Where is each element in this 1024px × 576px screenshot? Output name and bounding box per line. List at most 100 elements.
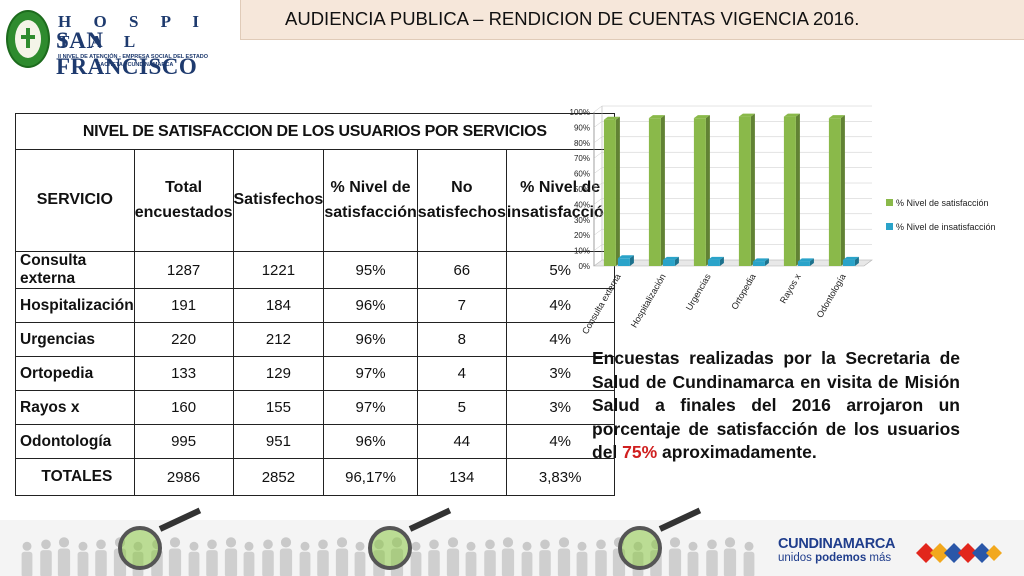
y-tick-label: 50% [574, 185, 590, 194]
person-figure-icon [427, 539, 440, 576]
value-cell: 97% [323, 356, 418, 391]
bar-top [662, 256, 679, 260]
brand-name: CUNDINAMARCA [778, 536, 896, 552]
y-tick-label: 60% [574, 170, 590, 179]
logo-line-name: SAN FRANCISCO [56, 28, 198, 79]
table-row: Consulta externa 1287 1221 95% 66 5% [15, 251, 615, 289]
table-header-cell: Satisfechos [232, 149, 325, 252]
cundinamarca-brand: CUNDINAMARCA unidos podemos más [778, 536, 910, 572]
bar-satisfaction [603, 119, 616, 266]
bar-side [795, 113, 800, 267]
bar-side [750, 113, 755, 267]
bar-top [752, 258, 769, 262]
value-cell: 8 [416, 322, 507, 357]
person-figure-icon [187, 541, 200, 576]
totals-row: TOTALES 2986 2852 96,17% 134 3,83% [15, 458, 615, 496]
bar-top [603, 116, 620, 120]
gridline-diag [593, 136, 603, 143]
person-figure-icon [594, 539, 607, 576]
logo-line-hospital: H O S P I T A L [58, 12, 208, 51]
bar-satisfaction [828, 118, 841, 266]
bar-satisfaction [648, 118, 661, 266]
value-cell: 4% [505, 322, 615, 357]
bar-top [738, 113, 755, 117]
value-cell: 184 [232, 288, 325, 323]
value-cell: 96% [323, 424, 418, 459]
bar-satisfaction [738, 116, 751, 267]
y-tick-label: 70% [574, 154, 590, 163]
person-figure-icon [742, 541, 755, 576]
page-title: AUDIENCIA PUBLICA – RENDICION DE CUENTAS… [285, 8, 860, 29]
table-row: Odontología 995 951 96% 44 4% [15, 424, 615, 459]
gridline-diag [593, 259, 603, 267]
hospital-emblem-icon [6, 10, 50, 68]
satisfaction-table: NIVEL DE SATISFACCION DE LOS USUARIOS PO… [15, 113, 615, 496]
person-figure-icon [57, 537, 71, 576]
bar-top [693, 115, 710, 119]
bar-side [764, 258, 769, 266]
cundinamarca-logo-icon [916, 543, 1002, 563]
legend-swatch [886, 199, 893, 206]
table-header-cell: Total encuestados [133, 149, 234, 252]
person-figure-icon [334, 537, 348, 576]
value-cell: 2852 [232, 458, 325, 496]
y-tick-label: 100% [570, 108, 590, 117]
value-cell: 2986 [133, 458, 234, 496]
chart-svg: 0% 10% 20% 30% 40% 50% 60% 70% 80% 90% 100% Consult… [570, 105, 996, 336]
service-name-cell: Urgencias [15, 322, 135, 357]
summary-text: Encuestas realizadas por la Secretaria d… [592, 348, 960, 462]
table-header-cell: % Nivel de insatisfacción [505, 149, 615, 252]
person-figure-icon [261, 539, 274, 576]
person-figure-icon [465, 541, 478, 576]
magnifier-icon [118, 507, 202, 570]
value-cell: 133 [133, 356, 234, 391]
y-tick-label: 80% [574, 139, 590, 148]
summary-tail: aproximadamente. [657, 442, 817, 462]
person-figure-icon [168, 537, 182, 576]
person-figure-icon [279, 537, 293, 576]
bar-top [783, 113, 800, 117]
value-cell: 7 [416, 288, 507, 323]
y-tick-label: 0% [578, 262, 590, 271]
service-name-cell: Odontología [15, 424, 135, 459]
service-name-cell: Consulta externa [15, 251, 135, 289]
bar-satisfaction [693, 118, 706, 266]
value-cell: 191 [133, 288, 234, 323]
bar-top [842, 256, 859, 260]
logo-line-location: GACHETA - CUNDINAMARCA [96, 62, 174, 68]
gridline-diag [593, 182, 603, 190]
gridline-diag [593, 244, 603, 251]
bar-side [705, 115, 710, 266]
person-figure-icon [76, 541, 89, 576]
person-figure-icon [576, 541, 589, 576]
person-figure-icon [538, 539, 551, 576]
service-name-cell: Ortopedia [15, 356, 135, 391]
person-figure-icon [445, 537, 459, 576]
person-figure-icon [667, 537, 681, 576]
magnifier-icon [368, 507, 452, 570]
service-name-cell: Rayos x [15, 390, 135, 425]
bar-insatisfaction [617, 258, 630, 266]
y-tick-label: 30% [574, 216, 590, 225]
bar-side [615, 116, 620, 266]
value-cell: 212 [232, 322, 325, 357]
gridline-diag [593, 152, 603, 159]
bar-top [707, 256, 724, 260]
value-cell: 5 [416, 390, 507, 425]
bar-top [648, 115, 665, 119]
table-row: Rayos x 160 155 97% 5 3% [15, 390, 615, 425]
person-figure-icon [723, 537, 737, 576]
person-figure-icon [21, 541, 34, 576]
table-row: Ortopedia 133 129 97% 4 3% [15, 356, 615, 391]
person-figure-icon [94, 539, 107, 576]
table-header-cell: No satisfechos [416, 149, 507, 252]
magnifier-icon [618, 507, 702, 570]
service-name-cell: Hospitalización [15, 288, 135, 323]
value-cell: 155 [232, 390, 325, 425]
x-tick-label: Rayos x [778, 272, 803, 306]
value-cell: 4% [505, 288, 615, 323]
person-figure-icon [483, 539, 496, 576]
gridline-diag [593, 213, 603, 221]
value-cell: 134 [416, 458, 507, 496]
table-header-cell: % Nivel de satisfacción [323, 149, 418, 252]
